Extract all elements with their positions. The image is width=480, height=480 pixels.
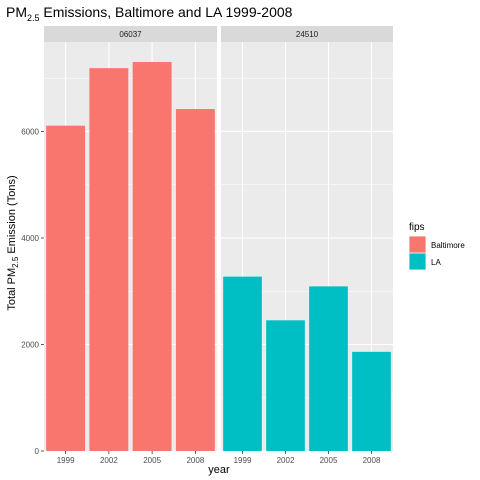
x-tick-label: 1999 [234, 456, 252, 465]
legend-title: fips [409, 222, 425, 233]
x-tick-label: 2002 [277, 456, 295, 465]
x-tick-label: 2008 [186, 456, 204, 465]
x-tick-label: 1999 [57, 456, 75, 465]
facet-panel-24510: 24510 1999 2002 2005 2008 [221, 26, 393, 465]
legend-label-baltimore: Baltimore [431, 241, 465, 250]
facet-strip [221, 26, 393, 42]
y-tick-label: 6000 [21, 127, 39, 136]
plot-area: 06037 1999 2002 2005 2008 24510 1999 2002 2005 20… [21, 26, 393, 465]
legend: fips Baltimore LA [409, 222, 465, 270]
chart-title-rest: Emissions, Baltimore and LA 1999-2008 [40, 4, 293, 20]
y-tick-label: 0 [35, 447, 40, 456]
bar-baltimore-2005 [132, 62, 172, 452]
x-tick-label: 2008 [363, 456, 381, 465]
bar-la-2008 [352, 351, 391, 451]
chart-title: PM2.5 Emissions, Baltimore and LA 1999-2… [6, 4, 293, 23]
y-axis-title-subscript: 2.5 [11, 256, 20, 268]
y-tick-label: 2000 [21, 340, 39, 349]
x-tick-label: 2005 [143, 456, 161, 465]
y-axis-title: Total PM2.5 Emission (Tons) [6, 175, 20, 310]
facet-strip-label: 06037 [119, 30, 142, 39]
bar-la-2005 [309, 286, 348, 451]
x-tick-label: 2005 [320, 456, 338, 465]
chart-title-main: PM [6, 4, 27, 20]
facet-strip [44, 26, 217, 42]
bar-baltimore-1999 [46, 125, 86, 451]
y-tick-label: 4000 [21, 234, 39, 243]
y-axis-title-main: Total PM [6, 268, 18, 311]
bar-la-2002 [266, 320, 305, 451]
facet-strip-label: 24510 [296, 30, 319, 39]
facet-panel-06037: 06037 1999 2002 2005 2008 [44, 26, 217, 465]
y-axis-title-rest: Emission (Tons) [6, 175, 18, 256]
x-tick-label: 2002 [100, 456, 118, 465]
bar-baltimore-2008 [175, 109, 215, 451]
legend-swatch-la [409, 253, 426, 270]
bar-baltimore-2002 [89, 68, 129, 451]
legend-swatch-baltimore [409, 236, 426, 253]
x-axis-title: year [208, 464, 230, 476]
legend-label-la: LA [431, 258, 441, 267]
chart-title-subscript: 2.5 [27, 13, 40, 23]
bar-la-1999 [223, 276, 262, 451]
